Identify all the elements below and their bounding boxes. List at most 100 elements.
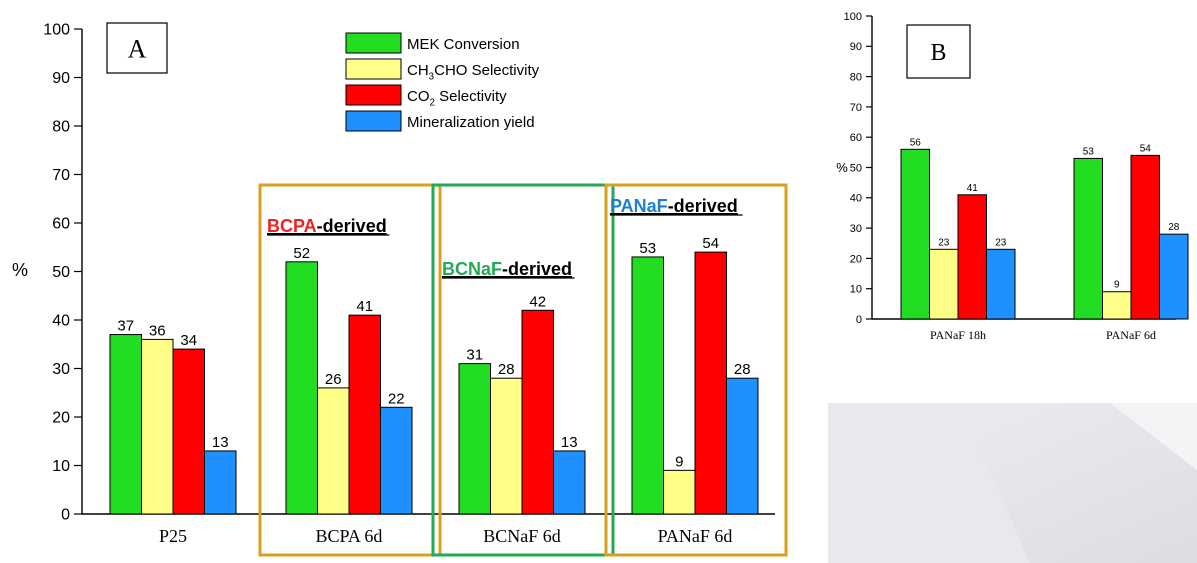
bar bbox=[553, 450, 586, 515]
bar bbox=[317, 387, 350, 515]
y-tick-label: 70 bbox=[850, 102, 862, 114]
bar bbox=[631, 256, 664, 515]
y-tick-label: 20 bbox=[850, 253, 862, 265]
category-label: BCNaF 6d bbox=[483, 526, 561, 546]
bar bbox=[900, 148, 930, 320]
bar bbox=[204, 450, 237, 515]
category-label: BCPA 6d bbox=[316, 526, 383, 546]
y-tick-label: 70 bbox=[52, 167, 70, 184]
bar bbox=[490, 377, 523, 515]
data-label: 9 bbox=[675, 453, 683, 470]
data-label: 41 bbox=[356, 298, 373, 315]
chart-a: 0 10 20 30 40 50 60 70 80 90 100% A 37 36 34 13 P25 52 26 4… bbox=[12, 22, 788, 557]
bar bbox=[694, 251, 727, 515]
data-label: 23 bbox=[938, 237, 950, 248]
group-box bbox=[258, 183, 442, 557]
data-label: 31 bbox=[466, 347, 483, 364]
legend-swatch bbox=[345, 110, 402, 132]
data-label: 34 bbox=[180, 332, 197, 349]
category-label: PANaF 6d bbox=[658, 526, 733, 546]
data-label: 28 bbox=[734, 361, 751, 378]
y-tick-label: 10 bbox=[52, 458, 70, 475]
data-label: 53 bbox=[1083, 146, 1095, 157]
y-tick-label: 10 bbox=[850, 284, 862, 296]
group-box bbox=[431, 183, 615, 557]
data-label: 26 bbox=[325, 371, 342, 388]
bar bbox=[285, 261, 318, 515]
y-axis-label: % bbox=[836, 160, 848, 175]
data-label: 52 bbox=[293, 245, 310, 262]
y-tick-label: 30 bbox=[850, 223, 862, 235]
y-tick-label: 100 bbox=[844, 11, 862, 23]
bar bbox=[458, 363, 491, 515]
y-tick-label: 50 bbox=[52, 264, 70, 281]
group-annotation: BCPA-derived bbox=[267, 216, 387, 236]
y-tick-label: 100 bbox=[43, 22, 70, 39]
data-label: 13 bbox=[212, 434, 229, 451]
y-tick-label: 0 bbox=[856, 314, 862, 326]
group-annotation: BCNaF-derived bbox=[442, 259, 572, 279]
bar bbox=[1102, 291, 1132, 320]
bar bbox=[663, 469, 696, 515]
data-label: 41 bbox=[967, 183, 979, 194]
data-label: 28 bbox=[498, 361, 515, 378]
data-label: 13 bbox=[561, 434, 578, 451]
data-label: 28 bbox=[1168, 222, 1180, 233]
y-tick-label: 80 bbox=[52, 119, 70, 136]
y-tick-label: 40 bbox=[850, 193, 862, 205]
y-axis-label: % bbox=[12, 260, 28, 280]
y-tick-label: 20 bbox=[52, 410, 70, 427]
data-label: 54 bbox=[1140, 143, 1152, 154]
panel-label-box bbox=[106, 22, 168, 74]
data-label: 42 bbox=[529, 293, 546, 310]
y-tick-label: 80 bbox=[850, 71, 862, 83]
data-label: 37 bbox=[117, 318, 134, 335]
data-label: 53 bbox=[639, 240, 656, 257]
group-annotation: PANaF-derived bbox=[610, 196, 738, 216]
bar bbox=[109, 334, 142, 515]
data-label: 23 bbox=[995, 237, 1007, 248]
chart-b: 0 10 20 30 40 50 60 70 80 90 100% B 56 23 41 23 PANaF 18… bbox=[836, 11, 1189, 342]
bar bbox=[1073, 157, 1103, 320]
panel-label: B bbox=[930, 40, 946, 66]
y-tick-label: 30 bbox=[52, 361, 70, 378]
legend-swatch bbox=[345, 58, 402, 80]
bar bbox=[380, 406, 413, 515]
bar bbox=[141, 338, 174, 515]
bar bbox=[957, 194, 987, 320]
bar bbox=[986, 248, 1016, 320]
data-label: 54 bbox=[702, 235, 719, 252]
panel-label-box bbox=[906, 24, 971, 79]
y-tick-label: 40 bbox=[52, 313, 70, 330]
legend-swatch bbox=[345, 32, 402, 54]
bar bbox=[1159, 233, 1189, 320]
bar bbox=[1130, 154, 1160, 320]
data-label: 22 bbox=[388, 390, 405, 407]
y-tick-label: 50 bbox=[850, 162, 862, 174]
panel-label: A bbox=[128, 34, 147, 63]
legend-swatch bbox=[345, 84, 402, 106]
bar bbox=[726, 377, 759, 515]
bar bbox=[929, 248, 959, 320]
legend-label: Mineralization yield bbox=[407, 114, 535, 131]
y-tick-label: 60 bbox=[52, 216, 70, 233]
category-label: PANaF 6d bbox=[1106, 328, 1156, 342]
legend-label: CO2 Selectivity bbox=[407, 88, 507, 109]
category-label: PANaF 18h bbox=[930, 328, 986, 342]
bar bbox=[172, 348, 205, 515]
y-tick-label: 60 bbox=[850, 132, 862, 144]
legend-label: MEK Conversion bbox=[407, 36, 520, 53]
y-tick-label: 0 bbox=[61, 507, 70, 524]
group-box bbox=[604, 183, 788, 557]
bar bbox=[348, 314, 381, 515]
y-tick-label: 90 bbox=[850, 41, 862, 53]
data-label: 36 bbox=[149, 322, 166, 339]
legend-label: CH3CHO Selectivity bbox=[407, 62, 540, 83]
y-tick-label: 90 bbox=[52, 70, 70, 87]
category-label: P25 bbox=[159, 526, 187, 546]
data-label: 9 bbox=[1114, 280, 1120, 291]
decorative-panel bbox=[828, 403, 1197, 563]
data-label: 56 bbox=[910, 137, 922, 148]
bar bbox=[521, 309, 554, 515]
